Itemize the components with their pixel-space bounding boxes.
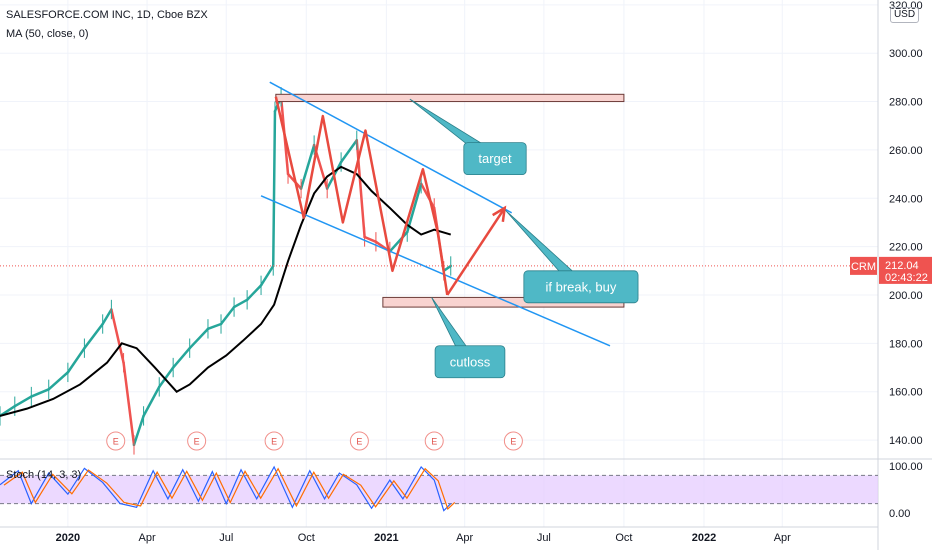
callout-if-break-buy-text: if break, buy: [546, 279, 617, 294]
price-segment: [245, 284, 263, 302]
ticker-tag: [850, 256, 877, 275]
time-tick-label: Jul: [219, 532, 233, 544]
earnings-marker-label: E: [194, 437, 200, 447]
price-segment: [47, 371, 70, 391]
channel-lower-line: [260, 195, 611, 347]
price-tick-label: 220.00: [889, 242, 923, 254]
price-segment: [299, 143, 316, 190]
callout-target-text: target: [478, 151, 512, 166]
price-segment: [206, 322, 223, 331]
price-tick-label: 180.00: [889, 338, 923, 350]
earnings-marker: [424, 431, 444, 451]
price-segment: [157, 366, 175, 389]
symbol-legend[interactable]: SALESFORCE.COM INC, 1D, Cboe BZX: [6, 9, 208, 21]
price-segment: [188, 327, 210, 350]
stoch-band: [0, 475, 878, 504]
price-segment: [101, 308, 113, 326]
price-segment: [339, 138, 359, 164]
price-tick-label: 200.00: [889, 290, 923, 302]
earnings-marker: [349, 431, 369, 451]
target-zone: [275, 93, 625, 103]
price-tick-label: 300.00: [889, 48, 923, 60]
stoch-tick-label: 100.00: [889, 461, 923, 473]
earnings-marker-label: E: [113, 437, 119, 447]
price-series: [0, 87, 878, 455]
price-segment: [405, 182, 423, 234]
moving-average-line: [0, 165, 452, 417]
price-segment: [171, 346, 191, 369]
price-segment: [232, 298, 249, 309]
callout-cutloss-text: cutloss: [450, 354, 491, 369]
countdown-label: 02:43:22: [885, 272, 928, 284]
earnings-marker-label: E: [510, 437, 516, 447]
earnings-marker: [503, 431, 523, 451]
price-segment: [132, 414, 145, 447]
price-segment: [219, 305, 236, 326]
time-tick-label: Apr: [774, 532, 791, 544]
time-tick-label: 2022: [692, 532, 716, 544]
earnings-marker: [264, 431, 284, 451]
callout-target-box: [463, 142, 527, 176]
earnings-marker: [187, 431, 207, 451]
earnings-marker-label: E: [271, 437, 277, 447]
stoch-legend[interactable]: Stoch (14, 3, 3): [6, 469, 82, 481]
price-segment: [30, 388, 50, 398]
ma-legend[interactable]: MA (50, close, 0): [6, 28, 89, 40]
ma50-line: [0, 165, 452, 417]
stoch-tick-label: 0.00: [889, 508, 910, 520]
stoch-d-line: [3, 467, 456, 511]
earnings-marker-label: E: [356, 437, 362, 447]
earnings-marker: [106, 431, 126, 451]
earnings-marker-label: E: [431, 437, 437, 447]
callout-cutloss-box: [434, 345, 506, 379]
callouts: target if break, buy cutloss: [409, 98, 639, 379]
price-segment: [363, 235, 378, 244]
channel-upper-line: [269, 81, 513, 214]
price-tick-label: 240.00: [889, 193, 923, 205]
price-segment: [110, 308, 125, 364]
price-tick-label: 160.00: [889, 387, 923, 399]
breakout-arrow-head: [492, 205, 507, 222]
time-tick-label: Oct: [298, 532, 315, 544]
time-tick-label: Apr: [138, 532, 155, 544]
price-tag-box: [879, 256, 932, 284]
price-segment: [142, 385, 161, 418]
time-axis[interactable]: 2020 Apr Jul Oct 2021 Apr Jul Oct 2022 Apr: [56, 532, 792, 544]
price-segment: [83, 322, 104, 350]
price-tick-label: 280.00: [889, 97, 923, 109]
price-tick-label: 260.00: [889, 145, 923, 157]
time-tick-label: Apr: [456, 532, 473, 544]
zigzag-pattern: [274, 96, 507, 296]
callout-if-break-buy-box: [523, 270, 639, 304]
stochastic-panel: [0, 465, 878, 512]
ticker-label: CRM: [851, 261, 876, 273]
price-tick-label: 320.00: [889, 0, 923, 12]
trend-channel: [260, 81, 611, 347]
breakout-arrow: [446, 207, 506, 296]
price-segment: [442, 264, 452, 273]
price-tick-label: 140.00: [889, 435, 923, 447]
price-segment: [271, 109, 277, 268]
callout-cutloss: cutloss: [431, 297, 506, 379]
time-tick-label: Jul: [537, 532, 551, 544]
time-tick-label: 2021: [374, 532, 398, 544]
last-price-label: 212.04: [885, 260, 919, 272]
price-axis[interactable]: 140.00 160.00 180.00 200.00 220.00 240.00 260.…: [889, 0, 923, 520]
callout-target: target: [409, 98, 527, 176]
callout-if-break-buy: if break, buy: [505, 210, 639, 304]
time-tick-label: 2020: [56, 532, 80, 544]
price-segment: [66, 346, 86, 374]
price-segment: [259, 264, 275, 287]
price-segment: [122, 361, 136, 447]
currency-button[interactable]: USD: [890, 7, 919, 23]
time-tick-label: Oct: [615, 532, 632, 544]
zigzag-line: [274, 96, 449, 296]
price-segment: [13, 395, 33, 408]
